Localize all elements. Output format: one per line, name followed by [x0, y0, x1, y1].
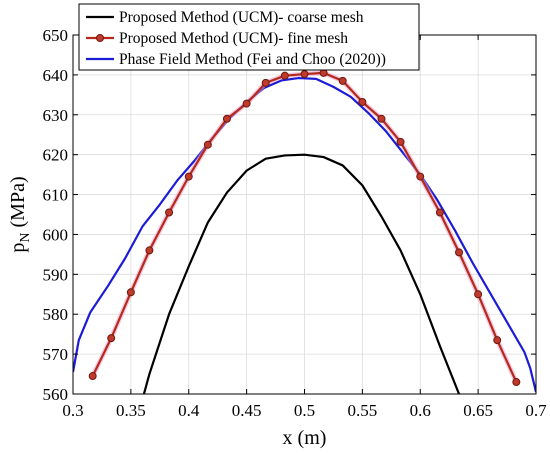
legend: Proposed Method (UCM)- coarse mesh Propo… — [78, 3, 420, 71]
x-tick-label: 0.35 — [116, 401, 146, 420]
series-point-1 — [493, 336, 502, 345]
x-tick-label: 0.5 — [294, 401, 315, 420]
legend-label-coarse: Proposed Method (UCM)- coarse mesh — [119, 9, 364, 26]
y-tick-label: 560 — [43, 385, 69, 404]
series-point-1 — [126, 288, 135, 297]
series-point-1 — [88, 372, 97, 381]
axis-ticks: 0.3 0.35 0.4 0.45 0.5 0.55 0.6 0.65 0.7 560 570 580… — [43, 26, 548, 420]
series-point-1 — [416, 172, 425, 181]
x-tick-label: 0.6 — [410, 401, 431, 420]
x-tick-label: 0.3 — [62, 401, 83, 420]
x-tick-label: 0.7 — [525, 401, 547, 420]
series-point-1 — [165, 208, 174, 217]
legend-marker-fine — [96, 34, 104, 42]
x-tick-label: 0.65 — [463, 401, 493, 420]
y-tick-label: 620 — [43, 146, 69, 165]
series-point-1 — [358, 98, 367, 107]
series-lines — [73, 68, 536, 394]
series-point-1 — [261, 78, 270, 87]
series-point-1 — [107, 334, 116, 343]
y-tick-label: 630 — [43, 106, 69, 125]
series-point-1 — [242, 99, 251, 108]
y-tick-label: 600 — [43, 225, 69, 244]
series-point-1 — [280, 71, 289, 80]
series-line-2 — [73, 76, 536, 393]
y-axis-label-unit: (MPa) — [7, 176, 29, 232]
legend-box — [78, 3, 420, 71]
y-tick-label: 580 — [43, 305, 69, 324]
series-point-1 — [377, 114, 386, 123]
series-point-1 — [300, 70, 309, 79]
y-tick-label: 610 — [43, 186, 69, 205]
series-point-1 — [474, 290, 483, 299]
legend-label-phase: Phase Field Method (Fei and Choo (2020)) — [119, 51, 386, 68]
series-point-1 — [145, 246, 154, 255]
y-tick-label: 570 — [43, 345, 69, 364]
y-axis-label-subscript: N — [18, 232, 33, 242]
y-tick-label: 590 — [43, 265, 69, 284]
series-point-1 — [512, 378, 521, 387]
series-point-1 — [338, 76, 347, 85]
series-point-1 — [396, 137, 405, 146]
series-point-1 — [222, 114, 231, 123]
legend-label-fine: Proposed Method (UCM)- fine mesh — [119, 30, 348, 47]
series-point-1 — [203, 140, 212, 149]
x-tick-label: 0.4 — [178, 401, 200, 420]
y-axis-label-main: p — [7, 243, 29, 253]
series-point-1 — [435, 208, 444, 217]
x-tick-label: 0.45 — [232, 401, 262, 420]
series-point-1 — [455, 248, 464, 257]
series-line-0 — [142, 153, 461, 394]
series-point-1 — [184, 172, 193, 181]
y-tick-label: 650 — [43, 26, 69, 45]
x-axis-label: x (m) — [283, 427, 327, 449]
y-tick-label: 640 — [43, 66, 69, 85]
y-axis-label: pN (MPa) — [7, 176, 33, 252]
x-tick-label: 0.55 — [348, 401, 378, 420]
